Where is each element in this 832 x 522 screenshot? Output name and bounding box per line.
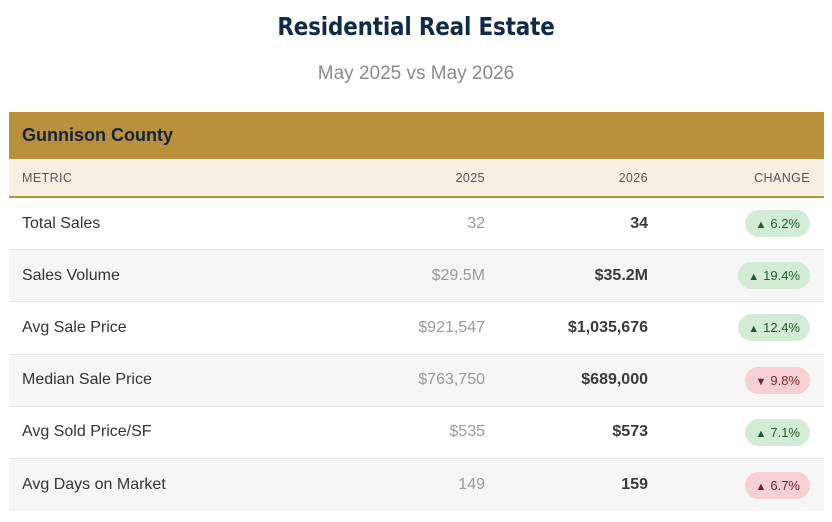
arrow-up-icon: ▲ (755, 480, 767, 493)
value-2025: $763,750 (418, 371, 485, 389)
change-cell: ▲ 6.2% (648, 210, 810, 238)
county-name: Gunnison County (22, 125, 173, 145)
change-badge: ▲ 6.2% (745, 210, 810, 238)
table-row: Median Sale Price $763,750 $689,000 ▼ 9.8% (9, 354, 824, 407)
value-2026: $1,035,676 (567, 318, 648, 336)
arrow-up-icon: ▲ (755, 427, 767, 440)
value-2026: $35.2M (594, 266, 648, 284)
table-row: Sales Volume $29.5M $35.2M ▲ 19.4% (9, 250, 824, 303)
change-value: 9.8% (770, 372, 800, 388)
change-badge: ▲ 19.4% (738, 262, 810, 290)
metric-name: Avg Sold Price/SF (22, 423, 152, 441)
value-2026: $689,000 (581, 371, 648, 389)
metric-name: Total Sales (22, 214, 101, 232)
metric-name: Median Sale Price (22, 371, 152, 389)
change-value: 12.4% (763, 320, 800, 336)
column-header-row: METRIC 2025 2026 CHANGE (9, 159, 824, 198)
value-2026: $573 (612, 423, 648, 441)
change-value: 6.7% (770, 477, 800, 493)
change-cell: ▲ 6.7% (648, 471, 810, 499)
change-value: 6.2% (770, 216, 800, 232)
change-cell: ▼ 9.8% (648, 366, 810, 394)
column-header-2025: 2025 (455, 170, 485, 185)
value-2025: $29.5M (431, 266, 485, 284)
change-badge: ▼ 9.8% (745, 366, 810, 394)
table-row: Total Sales 32 34 ▲ 6.2% (9, 198, 824, 251)
table-row: Avg Days on Market 149 159 ▲ 6.7% (9, 458, 824, 512)
change-value: 19.4% (763, 268, 800, 284)
value-2025: $921,547 (418, 318, 485, 336)
change-badge: ▲ 7.1% (745, 418, 810, 446)
change-badge: ▲ 12.4% (738, 314, 810, 342)
table-row: Avg Sold Price/SF $535 $573 ▲ 7.1% (9, 407, 824, 459)
column-header-change: CHANGE (754, 170, 810, 185)
change-cell: ▲ 19.4% (648, 262, 810, 290)
stats-table: Gunnison County METRIC 2025 2026 CHANGE … (9, 112, 824, 512)
page-title: Residential Real Estate (277, 12, 555, 41)
arrow-up-icon: ▲ (748, 323, 760, 336)
metric-name: Sales Volume (22, 266, 120, 284)
arrow-up-icon: ▲ (748, 271, 760, 284)
value-2026: 159 (621, 476, 648, 494)
value-2025: 32 (467, 214, 485, 232)
change-cell: ▲ 7.1% (648, 418, 810, 446)
value-2025: 149 (458, 476, 485, 494)
value-2025: $535 (449, 423, 485, 441)
change-value: 7.1% (770, 424, 800, 440)
value-2026: 34 (630, 214, 648, 232)
column-header-2026: 2026 (618, 170, 648, 185)
page-subtitle: May 2025 vs May 2026 (317, 63, 515, 84)
table-body: Total Sales 32 34 ▲ 6.2% Sales Volume $29.5M $3… (9, 198, 824, 512)
county-header: Gunnison County (9, 112, 824, 159)
column-header-metric: METRIC (22, 170, 73, 185)
metric-name: Avg Days on Market (22, 476, 166, 494)
change-badge: ▲ 6.7% (745, 471, 810, 499)
arrow-down-icon: ▼ (755, 375, 767, 388)
change-cell: ▲ 12.4% (648, 314, 810, 342)
table-row: Avg Sale Price $921,547 $1,035,676 ▲ 12.4% (9, 302, 824, 355)
metric-name: Avg Sale Price (22, 318, 127, 336)
arrow-up-icon: ▲ (755, 219, 767, 232)
